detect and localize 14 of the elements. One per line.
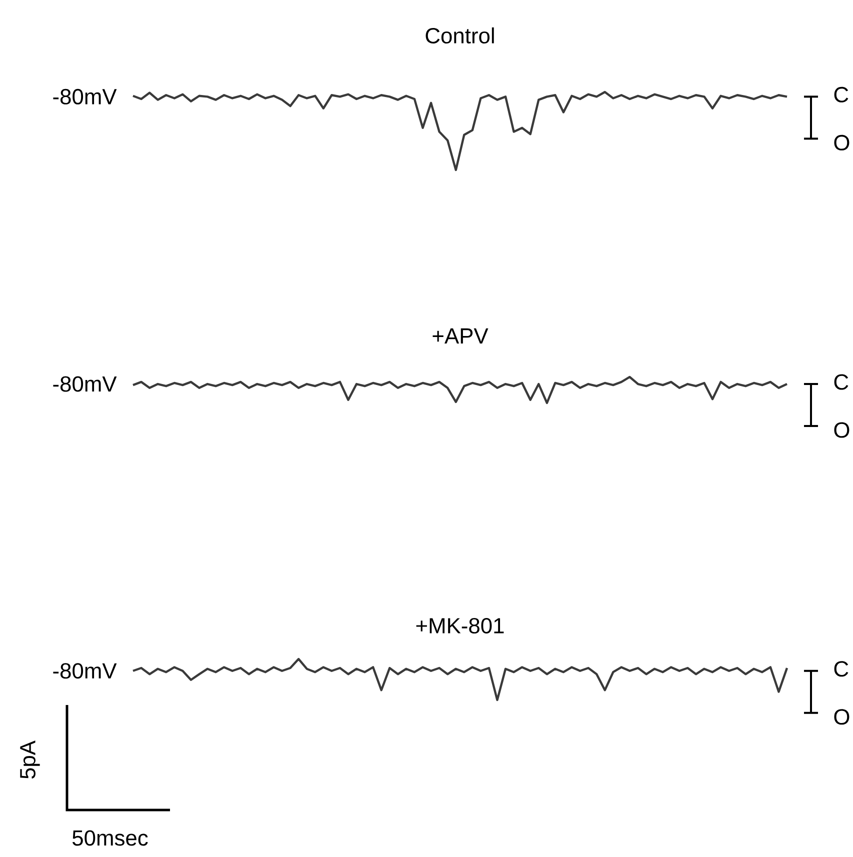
chart-title: +MK-801 (416, 618, 504, 634)
text: C (834, 374, 848, 390)
text: O (834, 709, 850, 725)
y-axis-title: -80mV (53, 376, 117, 392)
text: 5pA (20, 740, 40, 779)
y-axis-title: -80mV (53, 88, 117, 104)
text: O (834, 134, 850, 150)
text: C (834, 661, 848, 677)
text: C (834, 86, 848, 102)
text: 50msec (72, 830, 148, 846)
chart-title: +APV (432, 328, 488, 344)
text: O (834, 422, 850, 438)
chart-title: Control (426, 27, 494, 44)
y-axis-title: -80mV (53, 663, 117, 679)
